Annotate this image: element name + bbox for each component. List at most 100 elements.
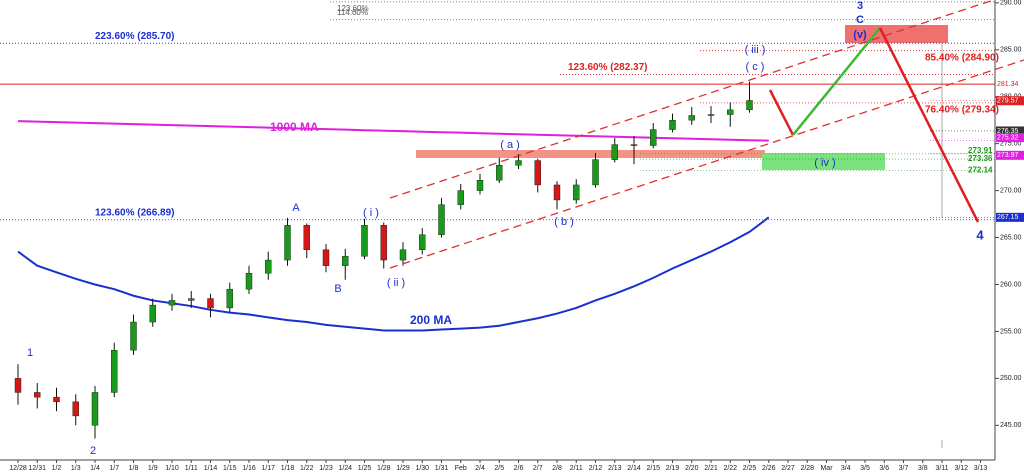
fib-label: 123.60% (266.89) xyxy=(95,207,175,218)
x-tick-label: 2/25 xyxy=(743,465,757,472)
candle-body xyxy=(707,114,715,116)
x-tick-label: 1/10 xyxy=(165,465,179,472)
candle-body xyxy=(91,392,99,426)
y-tick-label: 245.00 xyxy=(1000,422,1022,429)
x-tick-label: 1/16 xyxy=(242,465,256,472)
ma-label: 1000 MA xyxy=(270,120,319,134)
wave-iv-zone xyxy=(762,153,885,170)
fib-label: 85.40% (284.90) xyxy=(925,52,999,63)
candle-body xyxy=(650,129,657,146)
projection-down xyxy=(768,89,795,136)
x-tick-label: 2/8 xyxy=(552,465,562,472)
x-tick-label: 1/2 xyxy=(52,465,62,472)
x-tick-label: Feb xyxy=(455,465,467,472)
x-tick-label: 12/31 xyxy=(28,465,46,472)
x-tick-label: 1/18 xyxy=(281,465,295,472)
price-label: 273.36 xyxy=(968,154,993,163)
ma-line xyxy=(17,216,770,332)
x-tick-label: 2/26 xyxy=(762,465,776,472)
x-tick-label: 1/3 xyxy=(71,465,81,472)
candle-body xyxy=(14,378,22,393)
x-tick-label: 3/8 xyxy=(918,465,928,472)
wave-label: ( i ) xyxy=(363,207,379,219)
projection-up xyxy=(792,27,881,136)
candle-body xyxy=(322,249,330,266)
price-label-box xyxy=(996,126,1024,136)
wave-label: B xyxy=(334,283,341,295)
candle-body xyxy=(438,204,445,235)
candle-body xyxy=(669,119,676,130)
y-tick-label: 290.00 xyxy=(1000,0,1022,7)
candle-body xyxy=(342,256,349,266)
x-tick-label: 2/6 xyxy=(514,465,524,472)
y-tick-label: 270.00 xyxy=(1000,187,1022,194)
x-tick-label: 3/7 xyxy=(899,465,909,472)
candle-body xyxy=(265,259,272,274)
resistance-zone xyxy=(416,150,765,158)
candle-body xyxy=(53,396,60,403)
x-tick-label: Mar xyxy=(820,465,833,472)
price-label: 272.14 xyxy=(968,166,993,175)
candle-body xyxy=(72,401,79,417)
candle-body xyxy=(380,225,387,261)
x-tick-label: 1/4 xyxy=(90,465,100,472)
x-tick-label: 3/13 xyxy=(974,465,988,472)
fib-label: 123.60% (282.37) xyxy=(568,62,648,73)
candle-body xyxy=(457,190,464,205)
wave-label: C xyxy=(856,14,864,26)
wave-label: ( a ) xyxy=(500,139,520,151)
x-tick-label: 1/25 xyxy=(358,465,372,472)
candle-body xyxy=(419,234,426,250)
x-tick-label: 2/15 xyxy=(646,465,660,472)
fib-label: 223.60% (285.70) xyxy=(95,31,175,42)
x-tick-label: 1/28 xyxy=(377,465,391,472)
channel-upper xyxy=(389,0,996,199)
x-tick-label: 2/12 xyxy=(589,465,603,472)
x-tick-label: 1/24 xyxy=(338,465,352,472)
x-tick-label: 2/7 xyxy=(533,465,543,472)
x-tick-label: 1/29 xyxy=(396,465,410,472)
fib-label: 114.60% xyxy=(337,8,368,17)
x-tick-label: 1/15 xyxy=(223,465,237,472)
candle-body xyxy=(245,273,253,290)
candle-body xyxy=(688,115,695,121)
candle-body xyxy=(746,100,753,111)
price-label: 279.57 xyxy=(997,98,1019,105)
x-tick-label: 1/23 xyxy=(319,465,333,472)
candle-body xyxy=(496,165,503,181)
y-tick-label: 275.00 xyxy=(1000,140,1022,147)
price-label-box xyxy=(996,79,1024,89)
projection-down xyxy=(878,27,980,223)
candle-body xyxy=(149,304,156,323)
price-label-box xyxy=(996,150,1024,160)
x-tick-label: 1/31 xyxy=(435,465,449,472)
x-tick-label: 1/22 xyxy=(300,465,314,472)
channel-lower xyxy=(389,59,1024,269)
y-tick-label: 260.00 xyxy=(1000,281,1022,288)
candle-body xyxy=(630,144,638,146)
candle-body xyxy=(573,184,580,201)
candle-body xyxy=(168,300,176,306)
price-label: 273.97 xyxy=(997,152,1019,159)
x-tick-label: 2/21 xyxy=(704,465,718,472)
candle-body xyxy=(111,349,118,393)
x-tick-label: 1/8 xyxy=(129,465,139,472)
x-tick-label: 3/4 xyxy=(841,465,851,472)
y-tick-label: 265.00 xyxy=(1000,234,1022,241)
x-tick-label: 2/5 xyxy=(494,465,504,472)
candle-body xyxy=(130,321,137,351)
candle-body xyxy=(611,144,618,160)
x-tick-label: 3/11 xyxy=(935,465,948,472)
x-tick-label: 3/12 xyxy=(954,465,968,472)
x-tick-label: 1/11 xyxy=(185,465,198,472)
wave-label: ( c ) xyxy=(746,61,765,73)
x-tick-label: 2/11 xyxy=(570,465,583,472)
y-tick-label: 285.00 xyxy=(1000,47,1022,54)
x-tick-label: 1/30 xyxy=(415,465,429,472)
wave-label: ( ii ) xyxy=(387,277,405,289)
wave-label: ( b ) xyxy=(554,216,574,228)
x-tick-label: 3/6 xyxy=(879,465,889,472)
price-label: 273.91 xyxy=(968,146,993,155)
candle-body xyxy=(534,160,541,186)
